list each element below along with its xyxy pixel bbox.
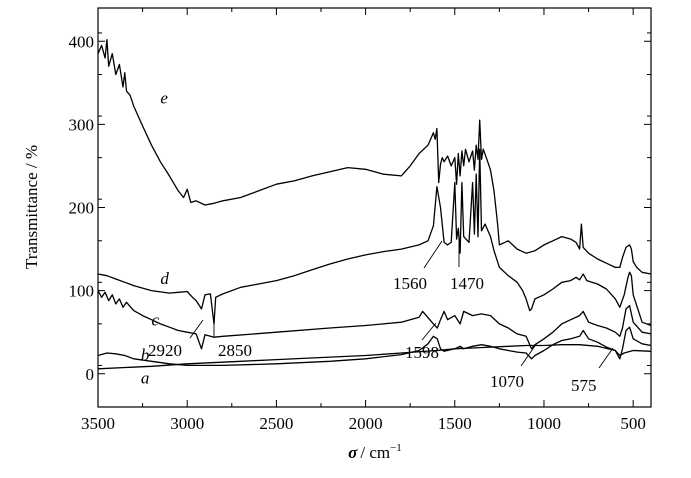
annotation-1070: 1070 (490, 372, 524, 391)
annotation-layer: 2920 2850 1560 1470 1598 1070 575 (148, 240, 614, 395)
series-e-line (97, 38, 652, 275)
leader-575 (598, 347, 614, 369)
y-tick-label: 300 (69, 115, 95, 134)
series-b-line (97, 326, 652, 367)
x-tick-label: 500 (620, 414, 646, 433)
tick-layer: 3500 3000 2500 2000 1500 1000 500 0 100 200 300 400 (69, 8, 651, 433)
series-label-layer: abc d e (141, 89, 170, 388)
y-tick-label: 400 (69, 32, 95, 51)
y-tick-label: 200 (69, 199, 95, 218)
x-tick-label: 3500 (81, 414, 115, 433)
series-c-line (97, 290, 652, 350)
series-layer (97, 38, 652, 370)
annotation-1470: 1470 (450, 274, 484, 293)
x-tick-label: 3000 (170, 414, 204, 433)
y-axis-title: Transmittance / % (22, 145, 41, 269)
series-d-line (97, 148, 652, 327)
annotation-2850: 2850 (218, 341, 252, 360)
annotation-2920: 2920 (148, 341, 182, 360)
series-c-label: c (152, 311, 160, 330)
series-e-label: e (160, 89, 168, 108)
x-tick-label: 1000 (527, 414, 561, 433)
leader-1070 (520, 342, 538, 367)
x-axis-title: σ / cm−1 (348, 442, 402, 462)
x-axis-symbol: σ (348, 443, 358, 462)
series-a-label: a (141, 369, 150, 388)
x-axis-unit: / cm (360, 443, 390, 462)
series-b-label: b (141, 345, 150, 364)
y-tick-label: 0 (86, 365, 95, 384)
y-tick-label: 100 (69, 282, 95, 301)
leader-1598 (421, 322, 437, 341)
x-tick-label: 1500 (438, 414, 472, 433)
x-tick-label: 2500 (259, 414, 293, 433)
annotation-1560: 1560 (393, 274, 427, 293)
series-d-label: d (160, 269, 169, 288)
annotation-575: 575 (571, 376, 597, 395)
leader-1560 (423, 240, 443, 269)
x-axis-exponent: −1 (390, 442, 402, 454)
leader-2920 (189, 319, 204, 339)
annotation-1598: 1598 (405, 343, 439, 362)
x-tick-label: 2000 (349, 414, 383, 433)
